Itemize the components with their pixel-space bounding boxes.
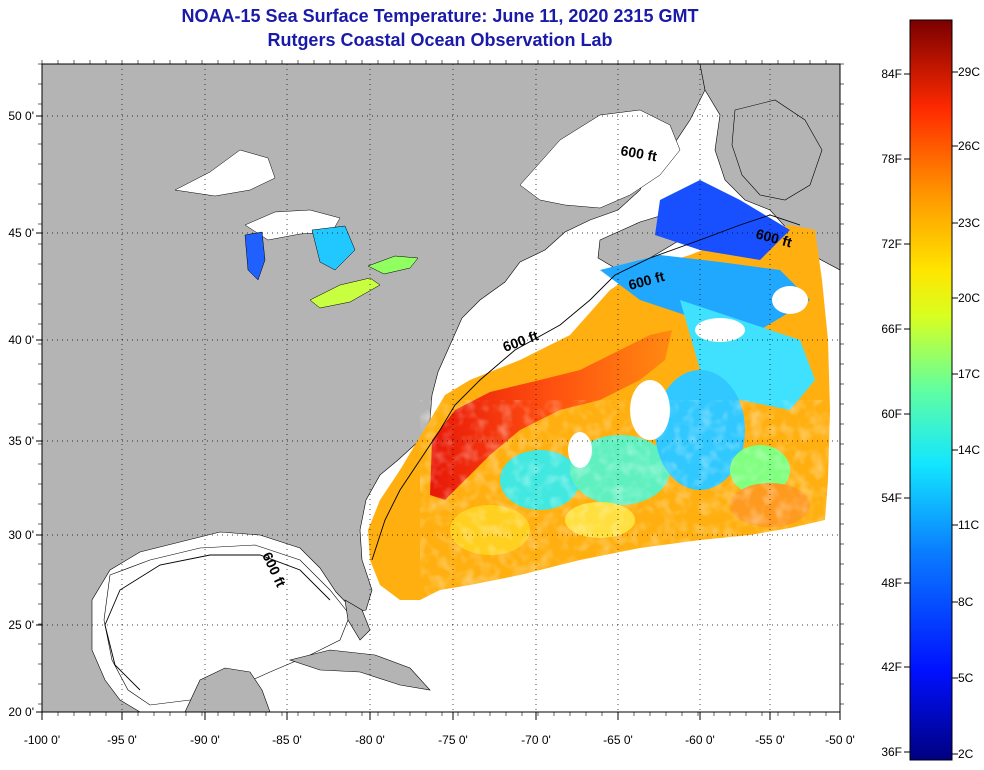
colorbar-f-label: 72F: [881, 237, 902, 251]
lat-tick-label: 50 0': [8, 109, 34, 123]
colorbar-c-label: 8C: [958, 595, 974, 609]
colorbar-c-label: 2C: [958, 747, 974, 761]
colorbar-f-label: 36F: [881, 745, 902, 759]
lon-tick-label: -70 0': [521, 733, 551, 747]
lon-tick-label: -50 0': [825, 733, 855, 747]
axis-ticks: 50 0' 45 0' 40 0' 35 0' 30 0' 25 0' 20 0' -100 …: [8, 60, 855, 747]
land-cuba: [288, 649, 431, 691]
land-florida-tip: [344, 599, 371, 641]
lake-ontario: [367, 255, 419, 275]
lake-huron: [311, 225, 356, 271]
colorbar-f-label: 60F: [881, 407, 902, 421]
colorbar-c-label: 17C: [958, 367, 980, 381]
lon-tick-label: -95 0': [107, 733, 137, 747]
lat-tick-label: 30 0': [8, 528, 34, 542]
lon-tick-label: -100 0': [24, 733, 60, 747]
map-title: NOAA-15 Sea Surface Temperature: June 11…: [181, 6, 699, 26]
lon-tick-label: -80 0': [355, 733, 385, 747]
colorbar-c-label: 26C: [958, 139, 980, 153]
lat-tick-label: 35 0': [8, 434, 34, 448]
colorbar-c-label: 29C: [958, 65, 980, 79]
lake-michigan: [244, 231, 266, 281]
lon-tick-label: -85 0': [272, 733, 302, 747]
colorbar-f-label: 54F: [881, 491, 902, 505]
lon-tick-label: -55 0': [755, 733, 785, 747]
land-yucatan: [184, 667, 271, 712]
colorbar-c-label: 14C: [958, 443, 980, 457]
lon-tick-label: -65 0': [603, 733, 633, 747]
lon-tick-label: -60 0': [685, 733, 715, 747]
lat-tick-label: 20 0': [8, 705, 34, 719]
lon-tick-label: -75 0': [438, 733, 468, 747]
james-bay: [174, 149, 276, 197]
lat-tick-label: 45 0': [8, 226, 34, 240]
colorbar-c-label: 20C: [958, 291, 980, 305]
map-subtitle: Rutgers Coastal Ocean Observation Lab: [267, 30, 613, 50]
graticule: [42, 64, 840, 712]
sst-data-swath: [368, 180, 840, 600]
contour-label: 600 ft: [619, 142, 658, 164]
colorbar-c-label: 5C: [958, 671, 974, 685]
colorbar-c-label: 23C: [958, 216, 980, 230]
lon-tick-label: -90 0': [190, 733, 220, 747]
colorbar-f-label: 48F: [881, 576, 902, 590]
land-newfoundland: [731, 99, 823, 201]
lat-tick-label: 25 0': [8, 618, 34, 632]
colorbar: [909, 19, 953, 761]
colorbar-f-label: 66F: [881, 322, 902, 336]
colorbar-ticks: 84F 78F 72F 66F 60F 54F 48F 42F 36F 29C 26C 23C 20C 1…: [881, 65, 980, 761]
st-lawrence-water: [519, 109, 681, 209]
lake-erie: [309, 277, 381, 309]
colorbar-c-label: 11C: [958, 518, 979, 532]
colorbar-f-label: 78F: [881, 152, 902, 166]
contour-line-atlantic: [371, 214, 801, 561]
lat-tick-label: 40 0': [8, 333, 34, 347]
map-border: [41, 63, 841, 713]
colorbar-f-label: 42F: [881, 660, 902, 674]
colorbar-f-label: 84F: [881, 67, 902, 81]
